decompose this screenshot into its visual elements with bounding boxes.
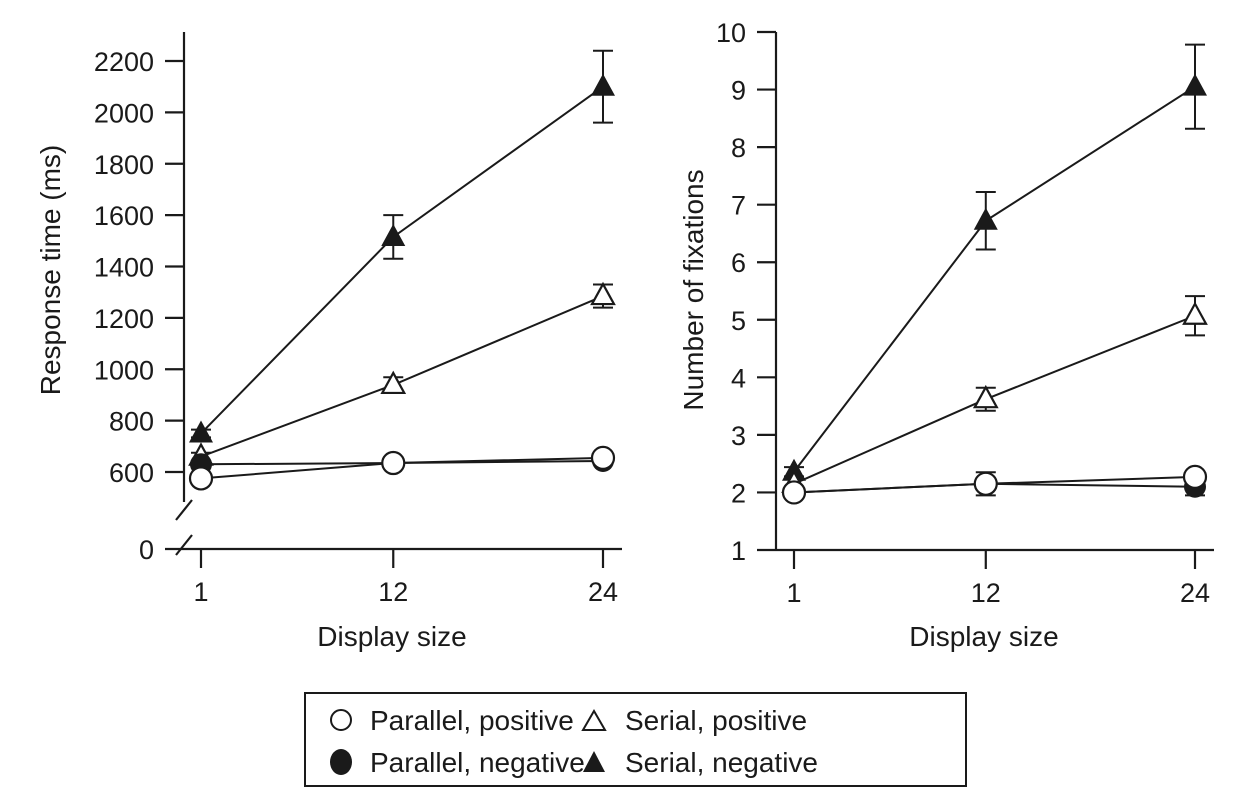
y-tick-label: 3 (731, 421, 746, 451)
left-x-axis-title: Display size (317, 621, 466, 652)
x-tick-label: 24 (588, 577, 618, 607)
y-tick-label: 800 (109, 407, 154, 437)
left-series-marks (188, 49, 616, 491)
data-point-serial-positive (972, 384, 999, 409)
left-y-axis-title: Response time (ms) (35, 145, 66, 396)
y-tick-label: 2200 (94, 47, 154, 77)
legend-entry-parallel-positive: Parallel, positive (330, 705, 574, 736)
axis-break-mark (175, 499, 193, 521)
y-tick-label: 600 (109, 458, 154, 488)
y-tick-label: 1200 (94, 304, 154, 334)
open-circle-icon (330, 709, 352, 731)
x-tick-label: 24 (1180, 578, 1210, 608)
legend-entry-serial-positive: Serial, positive (581, 705, 807, 736)
data-point-serial-negative (189, 420, 213, 443)
legend-entry-parallel-negative: Parallel, negative (330, 747, 585, 778)
y-tick-label: 0 (139, 535, 154, 565)
data-point-parallel-positive (188, 466, 214, 491)
fixations-panel: Number of fixations Display size 1234567… (678, 18, 1214, 652)
data-point-serial-positive (590, 281, 616, 306)
data-point-serial-negative (1183, 73, 1207, 96)
y-tick-label: 5 (731, 306, 746, 336)
y-tick-label: 1400 (94, 253, 154, 283)
legend-label: Serial, negative (625, 747, 818, 778)
data-point-serial-positive (380, 370, 407, 395)
right-series-marks (781, 43, 1208, 505)
y-tick-label: 10 (716, 18, 746, 48)
y-tick-label: 1 (731, 536, 746, 566)
data-point-serial-positive (1182, 301, 1208, 325)
data-point-parallel-positive (381, 450, 406, 476)
series-line-serial-negative (793, 85, 1196, 473)
data-point-parallel-positive (1182, 464, 1208, 490)
x-tick-label: 1 (786, 578, 801, 608)
y-tick-label: 7 (731, 191, 746, 221)
y-tick-label: 4 (731, 363, 746, 393)
legend-box (304, 692, 967, 787)
y-tick-label: 1800 (94, 150, 154, 180)
data-point-parallel-positive (590, 445, 616, 470)
right-x-axis-title: Display size (909, 621, 1058, 652)
axis-break-mark (175, 534, 193, 556)
y-tick-label: 2 (731, 478, 746, 508)
legend-label: Serial, positive (625, 705, 807, 736)
y-tick-label: 2000 (94, 98, 154, 128)
legend-entry-serial-negative: Serial, negative (583, 747, 818, 778)
y-tick-label: 1000 (94, 355, 154, 385)
data-point-serial-negative (381, 223, 406, 246)
legend: Parallel, positive Serial, positive Para… (304, 692, 967, 787)
y-tick-label: 6 (731, 248, 746, 278)
series-line-serial-positive (793, 314, 1196, 485)
y-tick-label: 1600 (94, 201, 154, 231)
right-y-axis-title: Number of fixations (678, 169, 709, 410)
y-tick-label: 9 (731, 76, 746, 106)
x-tick-label: 1 (193, 577, 208, 607)
filled-circle-icon (330, 749, 352, 775)
filled-triangle-icon (583, 751, 605, 772)
legend-label: Parallel, negative (370, 747, 585, 778)
data-point-serial-negative (973, 207, 998, 230)
data-point-parallel-positive (973, 471, 998, 496)
x-tick-label: 12 (378, 577, 408, 607)
data-point-parallel-positive (781, 480, 807, 505)
data-point-serial-negative (591, 73, 615, 96)
legend-label: Parallel, positive (370, 705, 574, 736)
x-tick-label: 12 (971, 578, 1001, 608)
response-time-panel: Response time (ms) Display size 0 600 800 1… (35, 32, 622, 652)
left-axes: 0 600 800 1000 1200 1400 1600 1800 2000 2200 1 12 24 (94, 32, 622, 607)
open-triangle-icon (581, 709, 607, 731)
y-tick-label: 8 (731, 133, 746, 163)
